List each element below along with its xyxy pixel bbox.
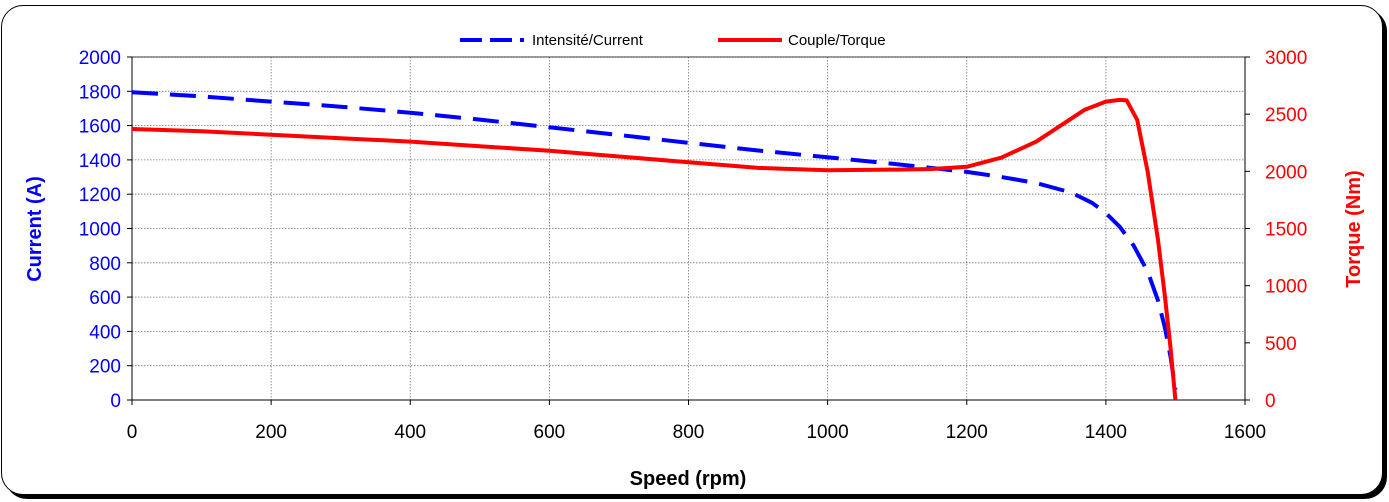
right-y-tick-label: 3000 <box>1265 48 1307 69</box>
left-y-tick-label: 200 <box>89 357 121 378</box>
left-y-tick-label: 400 <box>89 322 121 343</box>
x-tick-label: 1000 <box>806 422 848 443</box>
left-y-tick-label: 0 <box>110 391 121 412</box>
x-tick-label: 600 <box>534 422 566 443</box>
left-y-tick-label: 1000 <box>79 220 121 241</box>
x-tick-label: 800 <box>673 422 705 443</box>
x-tick-label: 400 <box>394 422 426 443</box>
grid-layer <box>132 56 1245 400</box>
x-tick-label: 0 <box>127 422 138 443</box>
left-y-tick-label: 2000 <box>79 48 121 69</box>
axes-layer: 0 200 400 600 800 1000 1200 1400 1600 0 200 400 600 8… <box>79 48 1308 443</box>
torque-series-line <box>131 97 1178 401</box>
right-y-tick-label: 0 <box>1265 391 1276 412</box>
current-series-line <box>131 90 1178 390</box>
x-tick-label: 1400 <box>1085 422 1127 443</box>
legend-torque-label: Couple/Torque <box>788 32 886 49</box>
chart-frame <box>1 5 1383 495</box>
left-y-tick-label: 600 <box>89 288 121 309</box>
left-y-tick-label: 1400 <box>79 151 121 172</box>
left-y-axis-title: Current (A) <box>24 176 46 282</box>
series-layer <box>131 90 1178 401</box>
x-tick-label: 200 <box>255 422 287 443</box>
legend-current-label: Intensité/Current <box>532 32 644 49</box>
right-y-tick-label: 1500 <box>1265 220 1307 241</box>
right-y-axis-title: Torque (Nm) <box>1343 170 1365 287</box>
left-y-tick-label: 1200 <box>79 185 121 206</box>
right-y-tick-label: 1000 <box>1265 277 1307 298</box>
x-tick-label: 1600 <box>1224 422 1266 443</box>
left-y-tick-label: 1800 <box>79 82 121 103</box>
x-axis-title: Speed (rpm) <box>630 468 747 490</box>
right-y-tick-label: 500 <box>1265 334 1297 355</box>
left-y-tick-label: 1600 <box>79 117 121 138</box>
right-y-tick-label: 2000 <box>1265 162 1307 183</box>
left-y-tick-label: 800 <box>89 254 121 275</box>
x-tick-label: 1200 <box>946 422 988 443</box>
legend: Intensité/Current Couple/Torque <box>460 32 886 49</box>
right-y-tick-label: 2500 <box>1265 105 1307 126</box>
